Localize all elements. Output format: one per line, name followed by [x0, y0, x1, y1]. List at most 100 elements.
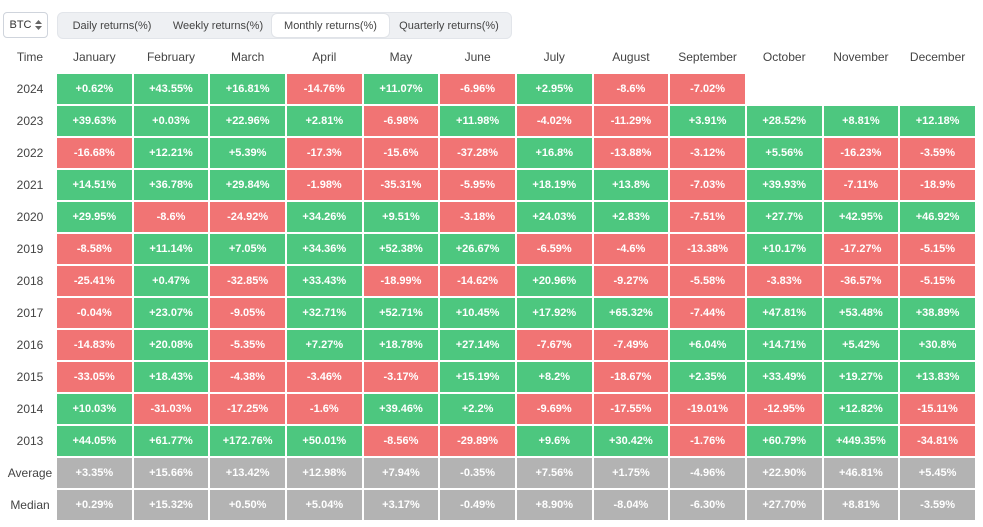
asset-select[interactable]: BTC — [3, 12, 48, 38]
stat-cell: +0.50% — [210, 490, 285, 520]
return-cell: +5.56% — [746, 138, 822, 168]
return-cell: -8.6% — [593, 74, 669, 104]
return-cell: +7.05% — [210, 234, 285, 264]
return-cell: +23.07% — [133, 298, 209, 328]
tab-daily-returns[interactable]: Daily returns(%) — [72, 19, 152, 32]
return-cell: -1.98% — [286, 170, 362, 200]
year-label: 2016 — [5, 330, 55, 360]
year-label: 2017 — [5, 298, 55, 328]
return-cell: -17.3% — [286, 138, 362, 168]
return-cell: -9.05% — [210, 298, 285, 328]
return-cell: +30.8% — [900, 330, 975, 360]
return-cell: -9.69% — [516, 394, 592, 424]
return-cell: -18.9% — [900, 170, 975, 200]
return-cell: -17.55% — [593, 394, 669, 424]
return-cell: +34.26% — [286, 202, 362, 232]
return-cell: +29.95% — [57, 202, 132, 232]
return-cell: +52.38% — [363, 234, 439, 264]
return-cell: -3.59% — [900, 138, 975, 168]
return-cell: -0.04% — [57, 298, 132, 328]
return-cell: -16.68% — [57, 138, 132, 168]
return-cell: -18.99% — [363, 266, 439, 296]
stat-cell: +8.90% — [516, 490, 592, 520]
year-label: 2013 — [5, 426, 55, 456]
return-cell: -5.15% — [900, 266, 975, 296]
return-cell: +11.07% — [363, 74, 439, 104]
year-label: 2019 — [5, 234, 55, 264]
tab-monthly-returns[interactable]: Monthly returns(%) — [272, 14, 389, 37]
stat-cell: +0.29% — [57, 490, 132, 520]
tab-quarterly-returns[interactable]: Quarterly returns(%) — [399, 19, 499, 32]
return-cell: -14.62% — [440, 266, 515, 296]
return-cell: -18.67% — [593, 362, 669, 392]
stat-cell: +3.17% — [363, 490, 439, 520]
month-header: February — [146, 50, 195, 64]
return-cell: +8.2% — [516, 362, 592, 392]
return-cell: +18.43% — [133, 362, 209, 392]
year-label: 2023 — [5, 106, 55, 136]
stat-cell: +15.66% — [133, 458, 209, 488]
return-cell: +26.67% — [440, 234, 515, 264]
return-cell: +39.46% — [363, 394, 439, 424]
return-cell: +12.18% — [900, 106, 975, 136]
return-cell: -7.11% — [823, 170, 899, 200]
return-cell: +2.83% — [593, 202, 669, 232]
return-cell: +17.92% — [516, 298, 592, 328]
return-cell: +34.36% — [286, 234, 362, 264]
return-cell: -5.35% — [210, 330, 285, 360]
return-cell: -9.27% — [593, 266, 669, 296]
return-cell: -34.81% — [900, 426, 975, 456]
month-header: December — [909, 50, 966, 64]
time-column-header: Time — [16, 50, 44, 64]
return-cell: +5.39% — [210, 138, 285, 168]
return-cell: +19.27% — [823, 362, 899, 392]
return-cell: +30.42% — [593, 426, 669, 456]
return-cell: +11.98% — [440, 106, 515, 136]
return-cell: +28.52% — [746, 106, 822, 136]
return-cell: -1.76% — [670, 426, 745, 456]
year-label: 2014 — [5, 394, 55, 424]
year-label: 2015 — [5, 362, 55, 392]
return-cell: +5.42% — [823, 330, 899, 360]
stat-cell: +22.90% — [746, 458, 822, 488]
return-cell: +39.63% — [57, 106, 132, 136]
empty-cell — [746, 74, 822, 104]
return-cell: +14.71% — [746, 330, 822, 360]
return-cell: -29.89% — [440, 426, 515, 456]
return-cell: +3.91% — [670, 106, 745, 136]
stat-cell: -0.49% — [440, 490, 515, 520]
return-cell: +24.03% — [516, 202, 592, 232]
stat-cell: +1.75% — [593, 458, 669, 488]
return-cell: -4.6% — [593, 234, 669, 264]
return-cell: -15.11% — [900, 394, 975, 424]
return-cell: -6.98% — [363, 106, 439, 136]
return-cell: -5.58% — [670, 266, 745, 296]
stat-cell: -0.35% — [440, 458, 515, 488]
toolbar: BTC Daily returns(%) Weekly returns(%) M… — [0, 0, 983, 44]
return-cell: +29.84% — [210, 170, 285, 200]
return-cell: +53.48% — [823, 298, 899, 328]
month-header: April — [312, 50, 337, 64]
return-cell: +0.62% — [57, 74, 132, 104]
return-cell: +2.81% — [286, 106, 362, 136]
return-cell: +9.51% — [363, 202, 439, 232]
return-cell: +15.19% — [440, 362, 515, 392]
return-cell: -17.27% — [823, 234, 899, 264]
return-cell: -12.95% — [746, 394, 822, 424]
monthly-returns-table: Time January February March April May Ju… — [3, 40, 977, 522]
return-cell: -7.44% — [670, 298, 745, 328]
return-cell: +2.95% — [516, 74, 592, 104]
table-row: 2020 +29.95% -8.6% -24.92% +34.26% +9.51% -3.1… — [5, 202, 975, 232]
return-cell: +6.04% — [670, 330, 745, 360]
return-cell: +18.78% — [363, 330, 439, 360]
tab-weekly-returns[interactable]: Weekly returns(%) — [172, 19, 264, 32]
stat-cell: -3.59% — [900, 490, 975, 520]
stat-cell: -4.96% — [670, 458, 745, 488]
return-cell: -24.92% — [210, 202, 285, 232]
stat-cell: +12.98% — [286, 458, 362, 488]
return-cell: -16.23% — [823, 138, 899, 168]
return-cell: +22.96% — [210, 106, 285, 136]
return-cell: -15.6% — [363, 138, 439, 168]
return-cell: -17.25% — [210, 394, 285, 424]
table-row: 2018 -25.41% +0.47% -32.85% +33.43% -18.99% -1… — [5, 266, 975, 296]
